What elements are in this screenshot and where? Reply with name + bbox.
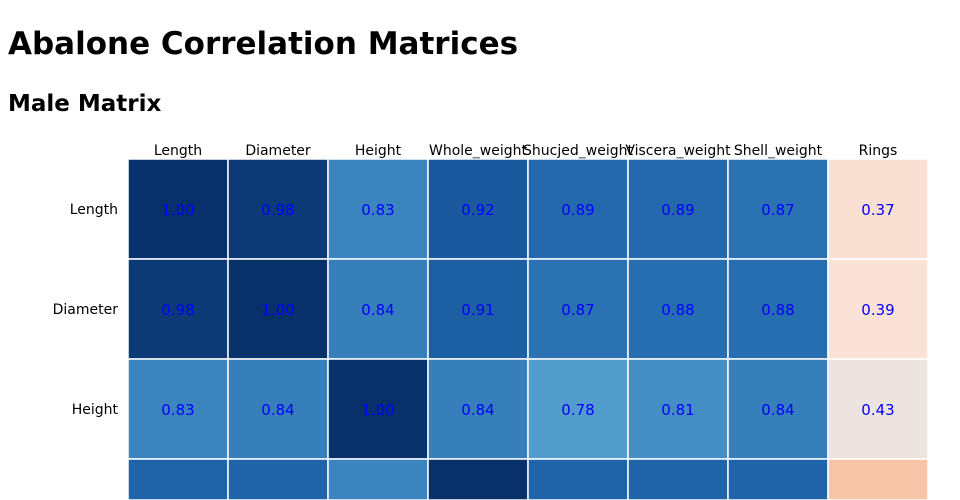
cell-value-label: 0.87 bbox=[561, 301, 594, 319]
cell-value-label: 0.84 bbox=[361, 301, 394, 319]
cell-value-label: 0.39 bbox=[861, 301, 894, 319]
page-title: Abalone Correlation Matrices bbox=[8, 26, 519, 62]
cell-value-label: 0.88 bbox=[661, 301, 694, 319]
column-header: Diameter bbox=[245, 143, 311, 159]
column-header: Shucjed_weight bbox=[523, 143, 633, 159]
column-header: Shell_weight bbox=[734, 143, 823, 159]
cell-value-label: 0.88 bbox=[761, 301, 794, 319]
heatmap-cell bbox=[527, 258, 629, 360]
cell-value-label: 1.00 bbox=[261, 301, 294, 319]
heatmap-cell bbox=[227, 258, 329, 360]
heatmap-cell bbox=[127, 358, 229, 460]
heatmap-cell-partial bbox=[227, 458, 329, 500]
column-header: Length bbox=[154, 143, 202, 159]
cell-value-label: 0.83 bbox=[361, 201, 394, 219]
heatmap-cell bbox=[427, 158, 529, 260]
cell-value-label: 0.89 bbox=[561, 201, 594, 219]
heatmap-cell bbox=[827, 158, 929, 260]
cell-value-label: 0.89 bbox=[661, 201, 694, 219]
cell-value-label: 1.00 bbox=[361, 401, 394, 419]
cell-value-label: 0.91 bbox=[461, 301, 494, 319]
heatmap-cell bbox=[727, 158, 829, 260]
column-header: Rings bbox=[859, 143, 898, 159]
heatmap-cell bbox=[727, 358, 829, 460]
heatmap-cell bbox=[627, 158, 729, 260]
heatmap-cell bbox=[527, 158, 629, 260]
matrix-title: Male Matrix bbox=[8, 91, 162, 117]
cell-value-label: 1.00 bbox=[161, 201, 194, 219]
heatmap-cell bbox=[227, 358, 329, 460]
heatmap-cell bbox=[527, 358, 629, 460]
heatmap-cell bbox=[827, 358, 929, 460]
cell-value-label: 0.37 bbox=[861, 201, 894, 219]
cell-value-label: 0.98 bbox=[161, 301, 194, 319]
row-header: Height bbox=[72, 402, 119, 418]
cell-value-label: 0.92 bbox=[461, 201, 494, 219]
column-header: Whole_weight bbox=[429, 143, 527, 159]
heatmap-cell bbox=[427, 258, 529, 360]
cell-value-label: 0.81 bbox=[661, 401, 694, 419]
cell-value-label: 0.87 bbox=[761, 201, 794, 219]
cell-value-label: 0.78 bbox=[561, 401, 594, 419]
cell-value-label: 0.84 bbox=[761, 401, 794, 419]
row-header: Diameter bbox=[53, 302, 119, 318]
heatmap-cell-partial bbox=[827, 458, 929, 500]
heatmap-cell-partial bbox=[327, 458, 429, 500]
heatmap-cell bbox=[327, 258, 429, 360]
cell-value-label: 0.84 bbox=[461, 401, 494, 419]
heatmap-cell-partial bbox=[127, 458, 229, 500]
heatmap-cell bbox=[827, 258, 929, 360]
heatmap-cell-partial bbox=[427, 458, 529, 500]
heatmap-cell-partial bbox=[627, 458, 729, 500]
heatmap-cell-partial bbox=[527, 458, 629, 500]
row-header: Length bbox=[70, 202, 118, 218]
cell-value-label: 0.83 bbox=[161, 401, 194, 419]
column-header: Height bbox=[355, 143, 402, 159]
heatmap-cell-partial bbox=[727, 458, 829, 500]
cell-value-label: 0.43 bbox=[861, 401, 894, 419]
heatmap-cell bbox=[627, 258, 729, 360]
column-header: Viscera_weight bbox=[625, 143, 731, 159]
cell-value-label: 0.98 bbox=[261, 201, 294, 219]
cell-value-label: 0.84 bbox=[261, 401, 294, 419]
